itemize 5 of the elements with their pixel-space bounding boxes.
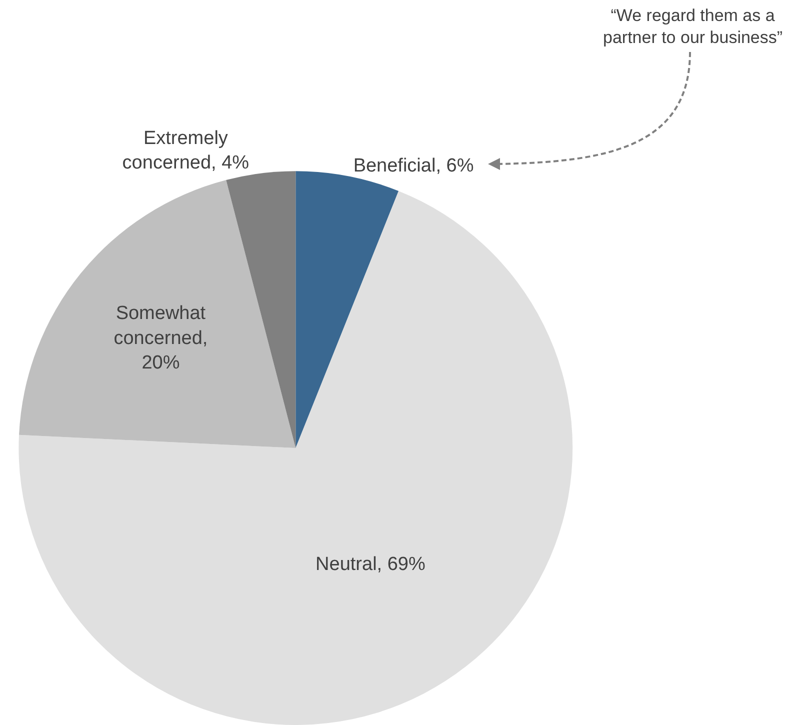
text: “We regard them as a partner to our business” — [603, 6, 783, 48]
slice-label: Extremely concerned, 4% — [122, 128, 250, 174]
slice-label: Somewhat concerned, 20% — [114, 303, 208, 374]
slice-label: Beneficial, 6% — [353, 155, 474, 176]
slice-label: Neutral, 69% — [316, 554, 426, 576]
